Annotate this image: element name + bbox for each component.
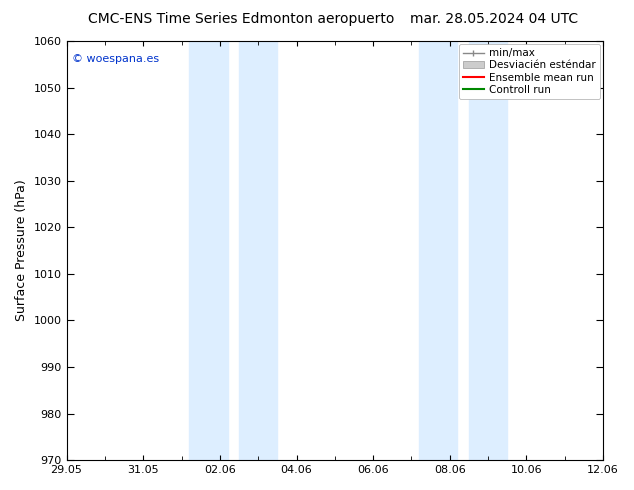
- Bar: [239, 41, 277, 460]
- Bar: [469, 41, 507, 460]
- Legend: min/max, Desviacién esténdar, Ensemble mean run, Controll run: min/max, Desviacién esténdar, Ensemble m…: [459, 44, 600, 99]
- Bar: [189, 41, 228, 460]
- Text: © woespana.es: © woespana.es: [72, 53, 159, 64]
- Y-axis label: Surface Pressure (hPa): Surface Pressure (hPa): [15, 180, 28, 321]
- Text: mar. 28.05.2024 04 UTC: mar. 28.05.2024 04 UTC: [410, 12, 579, 26]
- Text: CMC-ENS Time Series Edmonton aeropuerto: CMC-ENS Time Series Edmonton aeropuerto: [87, 12, 394, 26]
- Bar: [419, 41, 458, 460]
